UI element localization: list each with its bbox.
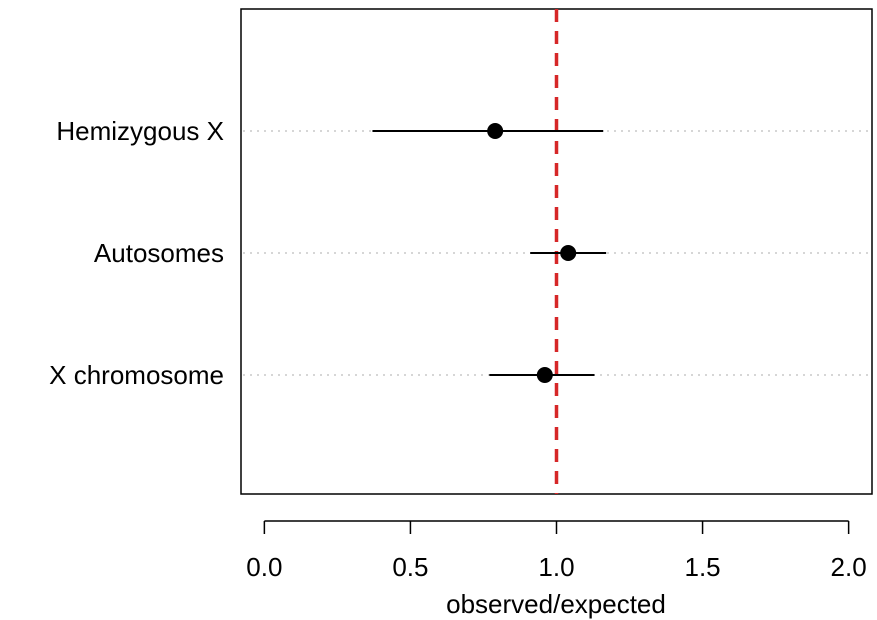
x-tick-label-2: 1.0 [538, 552, 574, 582]
x-axis: 0.0 0.5 1.0 1.5 2.0 [246, 520, 867, 582]
x-tick-label-4: 2.0 [831, 552, 867, 582]
x-tick-label-0: 0.0 [246, 552, 282, 582]
x-axis-label: observed/expected [446, 589, 666, 619]
category-label-0: Hemizygous X [56, 116, 224, 146]
category-labels: Hemizygous X Autosomes X chromosome [49, 116, 224, 390]
data-point-0 [487, 123, 504, 139]
x-tick-label-1: 0.5 [392, 552, 428, 582]
data-point-1 [560, 245, 577, 261]
data-point-2 [536, 367, 553, 383]
x-tick-label-3: 1.5 [684, 552, 720, 582]
data-points [487, 123, 577, 383]
category-label-1: Autosomes [94, 238, 224, 268]
category-label-2: X chromosome [49, 360, 224, 390]
